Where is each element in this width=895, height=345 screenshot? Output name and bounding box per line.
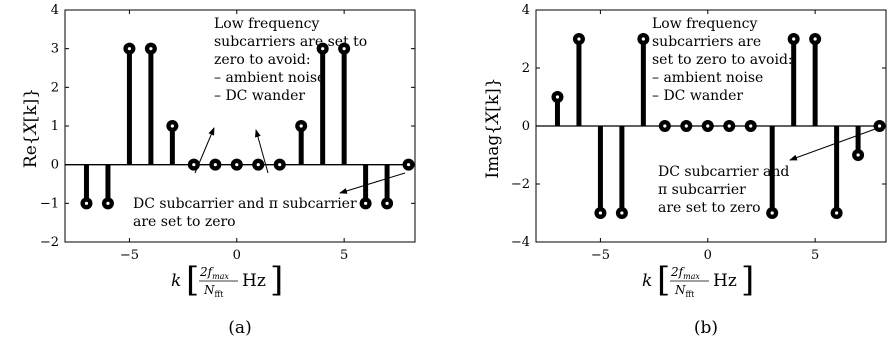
y-tick-label: 4 <box>51 3 59 18</box>
annotation-text: DC subcarrier and π subcarrier <box>133 196 357 212</box>
x-tick-label: −5 <box>120 248 139 263</box>
stem-marker-center <box>706 124 710 128</box>
y-tick-label: 3 <box>51 42 59 57</box>
x-tick-labels-b: −5 0 5 <box>591 248 819 263</box>
annotation-text: set to zero to avoid: <box>652 52 793 68</box>
x-tick-labels-a: −5 0 5 <box>120 248 348 263</box>
svg-text:]: ] <box>741 260 754 300</box>
annotation-text: Low frequency <box>652 16 757 32</box>
stem-marker-center <box>256 163 260 167</box>
panel-caption-a: (a) <box>228 318 251 338</box>
y-tick-label: 0 <box>522 119 530 134</box>
y-tick-label: −1 <box>40 196 59 211</box>
svg-text:k: k <box>642 271 652 291</box>
stem-marker-center <box>792 37 796 41</box>
y-tick-label: 4 <box>522 3 530 18</box>
x-tick-label: −5 <box>591 248 610 263</box>
stem-marker-center <box>598 211 603 215</box>
y-tick-label: 2 <box>51 80 59 95</box>
stem-marker-center <box>170 124 174 128</box>
stem-marker-center <box>577 37 581 41</box>
panel-caption-b: (b) <box>694 318 718 338</box>
svg-text:[: [ <box>186 260 199 300</box>
svg-text:k: k <box>171 271 181 291</box>
svg-text:2fmax: 2fmax <box>670 265 700 281</box>
annotation-text: π subcarrier <box>658 182 746 198</box>
stem-marker-center <box>364 201 368 205</box>
stem-marker-center <box>84 201 89 205</box>
annotation-text: are set to zero <box>133 214 236 230</box>
annotation-arrow <box>254 129 269 174</box>
stems-b <box>536 33 886 219</box>
x-axis-label-a: k [ 2fmax Nfft Hz ] <box>171 260 283 300</box>
y-tick-label: 1 <box>51 119 59 134</box>
y-tick-label: 0 <box>51 158 59 173</box>
panel-a: −2 −1 0 1 2 3 4 −5 0 5 Low frequency subcarriers … <box>21 3 416 338</box>
annotations-a: Low frequency subcarriers are set to zero … <box>133 16 406 230</box>
y-tick-label: 2 <box>522 61 530 76</box>
svg-text:]: ] <box>270 260 283 300</box>
stem-marker-center <box>641 37 645 41</box>
annotation-text: zero to avoid: <box>214 52 311 68</box>
x-axis-label-b: k [ 2fmax Nfft Hz ] <box>642 260 754 300</box>
stem-marker-center <box>877 124 882 128</box>
y-axis-label-b: Imag{X[k]} <box>483 77 503 178</box>
svg-text:Hz: Hz <box>242 271 266 291</box>
annotation-arrow <box>789 127 879 161</box>
y-tick-label: −2 <box>511 177 530 192</box>
stem-marker-center <box>813 37 817 41</box>
stem-marker-center <box>663 124 667 128</box>
stem-marker-center <box>727 124 731 128</box>
stem-marker-center <box>770 211 774 215</box>
svg-text:Hz: Hz <box>713 271 737 291</box>
stem-marker-center <box>149 47 153 51</box>
annotation-arrow <box>339 172 406 194</box>
stem-marker-center <box>278 163 282 167</box>
stem-marker-center <box>684 124 688 128</box>
stem-marker-center <box>321 47 325 51</box>
svg-text:Nfft: Nfft <box>674 283 695 299</box>
y-tick-labels-b: −4 −2 0 2 4 <box>511 3 530 250</box>
x-tick-label: 5 <box>811 248 819 263</box>
annotation-arrow <box>194 127 215 174</box>
svg-text:Nfft: Nfft <box>203 283 224 299</box>
y-axis-label-a: Re{X[k]} <box>21 88 41 168</box>
y-tick-label: −4 <box>511 235 530 250</box>
y-tick-labels-a: −2 −1 0 1 2 3 4 <box>40 3 59 250</box>
annotation-text: – DC wander <box>652 88 743 104</box>
x-tick-label: 5 <box>340 248 348 263</box>
x-tick-label: 0 <box>704 248 712 263</box>
stem-marker-center <box>406 163 411 167</box>
svg-text:[: [ <box>657 260 670 300</box>
annotation-text: – ambient noise <box>214 70 325 86</box>
stem-marker-center <box>856 153 860 157</box>
stem-marker-center <box>235 163 239 167</box>
stem-marker-center <box>106 201 110 205</box>
stem-marker-center <box>749 124 753 128</box>
stem-marker-center <box>620 211 624 215</box>
stem-marker-center <box>127 47 132 51</box>
stem-marker-center <box>192 163 196 167</box>
tick-marks-a <box>65 9 415 243</box>
annotations-b: Low frequency subcarriers are set to zero … <box>652 16 879 216</box>
annotation-text: DC subcarrier and <box>658 164 789 180</box>
annotation-text: Low frequency <box>214 16 319 32</box>
y-tick-label: −2 <box>40 235 59 250</box>
panel-b: −4 −2 0 2 4 −5 0 5 Low frequency subcarriers ar… <box>483 3 887 338</box>
annotation-text: – DC wander <box>214 88 305 104</box>
svg-text:2fmax: 2fmax <box>199 265 229 281</box>
stem-marker-center <box>385 201 389 205</box>
stem-marker-center <box>835 211 839 215</box>
annotation-text: are set to zero <box>658 200 761 216</box>
annotation-text: subcarriers are <box>652 34 761 50</box>
stem-marker-center <box>213 163 217 167</box>
annotation-text: – ambient noise <box>652 70 763 86</box>
stem-marker-center <box>342 47 346 51</box>
x-tick-label: 0 <box>233 248 241 263</box>
stems-a <box>65 42 415 210</box>
annotation-text: subcarriers are set to <box>214 34 367 50</box>
stem-marker-center <box>555 95 560 99</box>
stem-marker-center <box>299 124 303 128</box>
